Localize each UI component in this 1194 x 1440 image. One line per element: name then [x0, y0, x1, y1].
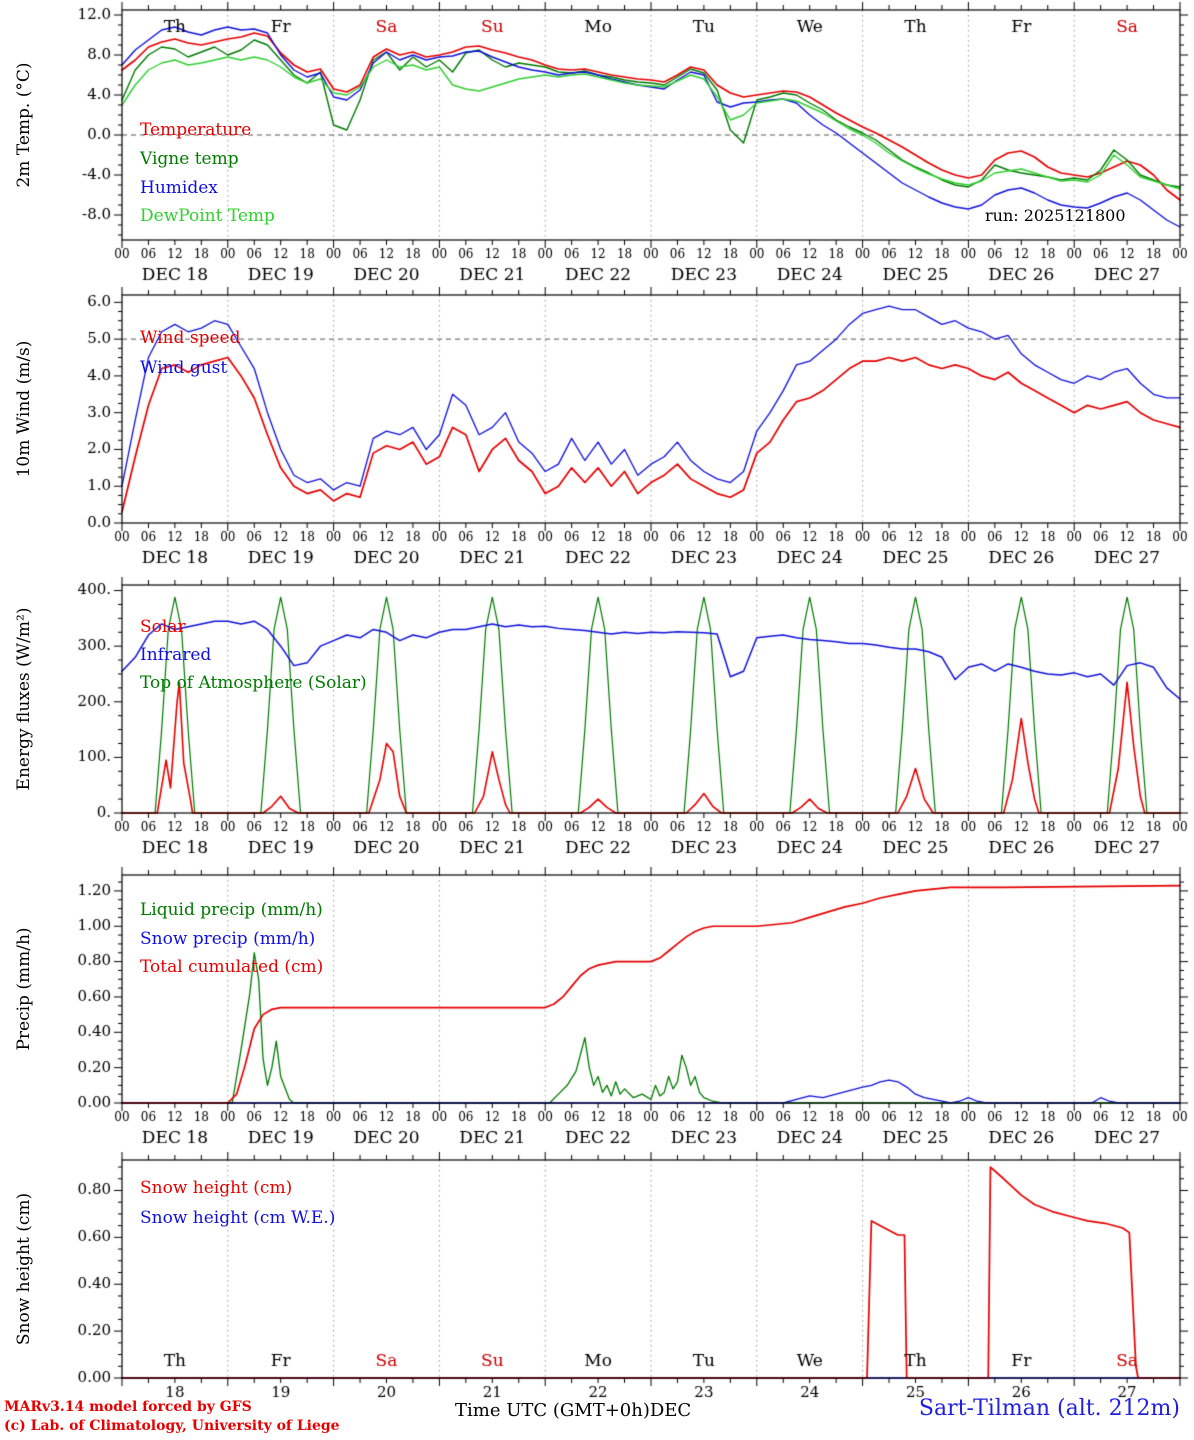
legend-wind-speed: Wind speed — [140, 328, 241, 348]
legend-snow-height-we: Snow height (cm W.E.) — [140, 1208, 336, 1228]
legend-vigne-temp: Vigne temp — [140, 149, 239, 169]
legend-humidex: Humidex — [140, 178, 218, 198]
legend-snow-precip: Snow precip (mm/h) — [140, 929, 316, 949]
legend-temperature: Temperature — [140, 120, 252, 140]
yaxis-title-energy: Energy fluxes (W/m²) — [14, 607, 34, 791]
yaxis-title-wind: 10m Wind (m/s) — [14, 340, 34, 478]
footer-lab-credit: (c) Lab. of Climatology, University of L… — [4, 1418, 340, 1434]
legend-wind-gust: Wind gust — [140, 358, 228, 378]
yaxis-title-temperature: 2m Temp. (°C) — [14, 62, 34, 188]
yaxis-title-snow: Snow height (cm) — [14, 1192, 34, 1346]
footer-time-axis-label: Time UTC (GMT+0h)DEC — [455, 1400, 692, 1421]
footer-model-credit: MARv3.14 model forced by GFS — [4, 1399, 252, 1415]
yaxis-title-precip: Precip (mm/h) — [14, 927, 34, 1051]
footer-station-label: Sart-Tilman (alt. 212m) — [918, 1396, 1180, 1421]
legend-toa-solar: Top of Atmosphere (Solar) — [140, 673, 367, 693]
legend-total-cumulated: Total cumulated (cm) — [140, 957, 324, 977]
legend-snow-height: Snow height (cm) — [140, 1178, 293, 1198]
legend-liquid-precip: Liquid precip (mm/h) — [140, 900, 323, 920]
legend-dewpoint: DewPoint Temp — [140, 206, 275, 226]
legend-solar: Solar — [140, 617, 186, 637]
run-label: run: 2025121800 — [985, 206, 1126, 225]
legend-infrared: Infrared — [140, 645, 212, 665]
